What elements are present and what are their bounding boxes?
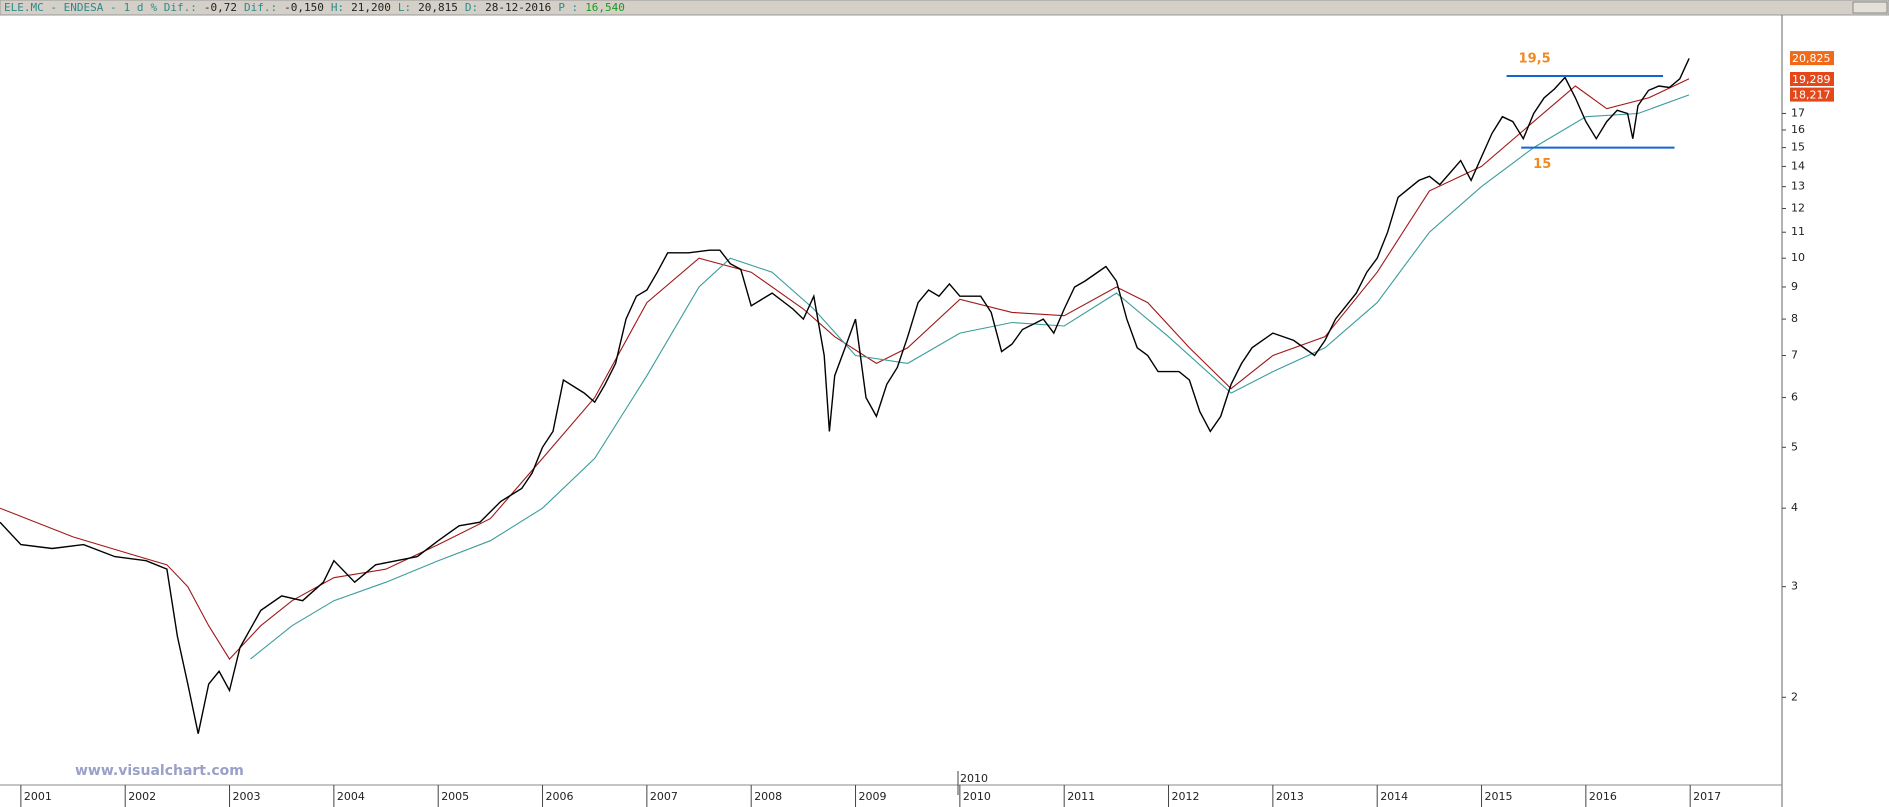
header-item: % Dif.: [150,1,196,14]
y-tick-label: 3 [1791,580,1798,593]
y-tick-label: 16 [1791,123,1805,136]
x-tick-label: 2004 [337,790,365,803]
y-tick-label: 12 [1791,201,1805,214]
x-tick-label: 2002 [128,790,156,803]
x-tick-label: 2005 [441,790,469,803]
header-item: L: [398,1,411,14]
cursor-label: 2010 [960,772,988,785]
x-tick-label: 2001 [24,790,52,803]
x-tick-label: 2008 [754,790,782,803]
header-item: 20,815 [418,1,458,14]
header-item: 16,540 [585,1,625,14]
y-tick-label: 5 [1791,440,1798,453]
y-tick-label: 17 [1791,106,1805,119]
y-tick-label: 7 [1791,349,1798,362]
x-tick-label: 2011 [1067,790,1095,803]
header-item: ELE.MC - ENDESA - [4,1,117,14]
last-value-box [1790,87,1834,102]
last-value-box [1790,51,1834,66]
header-text: ELE.MC - ENDESA - 1 d % Dif.: -0,72 Dif.: -0,… [4,1,625,14]
y-tick-label: 13 [1791,180,1805,193]
level-label: 19,5 [1519,52,1551,67]
last-value-label: 18,217 [1792,89,1831,102]
header-item: 21,200 [351,1,391,14]
last-value-box [1790,72,1834,87]
header-item: Dif.: [244,1,277,14]
level-label: 15 [1533,157,1551,172]
header-item: 28-12-2016 [485,1,551,14]
header-item: -0,72 [204,1,237,14]
last-value-label: 19,289 [1792,73,1831,86]
x-tick-label: 2012 [1172,790,1200,803]
x-tick-label: 2014 [1380,790,1408,803]
x-tick-label: 2010 [963,790,991,803]
y-tick-label: 15 [1791,141,1805,154]
series-line [0,78,1690,660]
x-tick-label: 2003 [233,790,261,803]
y-tick-label: 14 [1791,159,1805,172]
series-line [0,58,1690,734]
y-tick-label: 6 [1791,391,1798,404]
watermark: www.visualchart.com [75,763,244,779]
y-tick-label: 11 [1791,225,1805,238]
x-tick-label: 2006 [546,790,574,803]
x-tick-label: 2007 [650,790,678,803]
x-tick-label: 2016 [1589,790,1617,803]
y-tick-label: 4 [1791,501,1798,514]
window-control[interactable] [1852,1,1888,14]
x-tick-label: 2015 [1485,790,1513,803]
header-item: 1 d [124,1,144,14]
last-value-label: 20,825 [1792,52,1831,65]
y-tick-label: 2 [1791,690,1798,703]
y-tick-label: 9 [1791,280,1798,293]
y-tick-label: 8 [1791,312,1798,325]
y-tick-label: 10 [1791,251,1805,264]
header-item: P : [558,1,578,14]
x-tick-label: 2013 [1276,790,1304,803]
series-line [250,94,1690,660]
header-item: -0,150 [284,1,324,14]
header-bar [0,0,1889,16]
x-tick-label: 2017 [1693,790,1721,803]
header-item: H: [331,1,344,14]
x-tick-label: 2009 [859,790,887,803]
header-item: D: [465,1,478,14]
